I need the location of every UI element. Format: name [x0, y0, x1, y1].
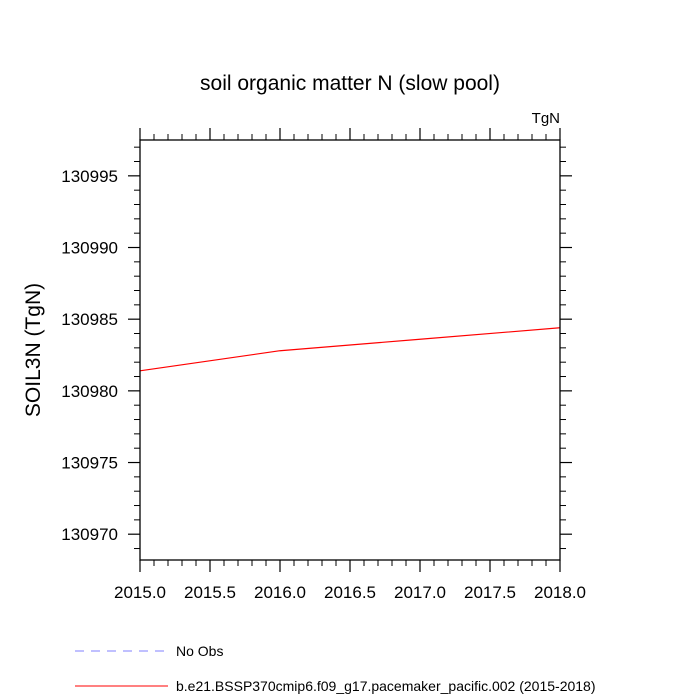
x-tick-label: 2016.5: [324, 583, 376, 602]
units-label: TgN: [532, 110, 560, 127]
legend-label: No Obs: [176, 643, 223, 659]
y-tick-label: 130975: [61, 454, 118, 473]
x-tick-label: 2018.0: [534, 583, 586, 602]
plot-layer: [139, 327, 561, 372]
legend: No Obs b.e21.BSSP370cmip6.f09_g17.pacemak…: [75, 643, 596, 694]
x-tick-label: 2015.0: [114, 583, 166, 602]
y-tick-label: 130985: [61, 310, 118, 329]
x-tick-label: 2017.0: [394, 583, 446, 602]
y-axis-label: SOIL3N (TgN): [22, 283, 45, 417]
plot-frame: [139, 139, 561, 561]
chart-title: soil organic matter N (slow pool): [200, 72, 500, 95]
y-tick-label: 130970: [61, 525, 118, 544]
ticks-layer: 2015.0 2015.5 2016.0 2016.5 2017.0 2017.5 2018…: [61, 128, 586, 602]
x-tick-label: 2017.5: [464, 583, 516, 602]
y-tick-label: 130990: [61, 239, 118, 258]
y-tick-label: 130995: [61, 167, 118, 186]
x-tick-label: 2015.5: [184, 583, 236, 602]
series-line: [139, 327, 561, 372]
legend-label: b.e21.BSSP370cmip6.f09_g17.pacemaker_pac…: [176, 678, 596, 694]
y-tick-label: 130980: [61, 382, 118, 401]
x-tick-label: 2016.0: [254, 583, 306, 602]
